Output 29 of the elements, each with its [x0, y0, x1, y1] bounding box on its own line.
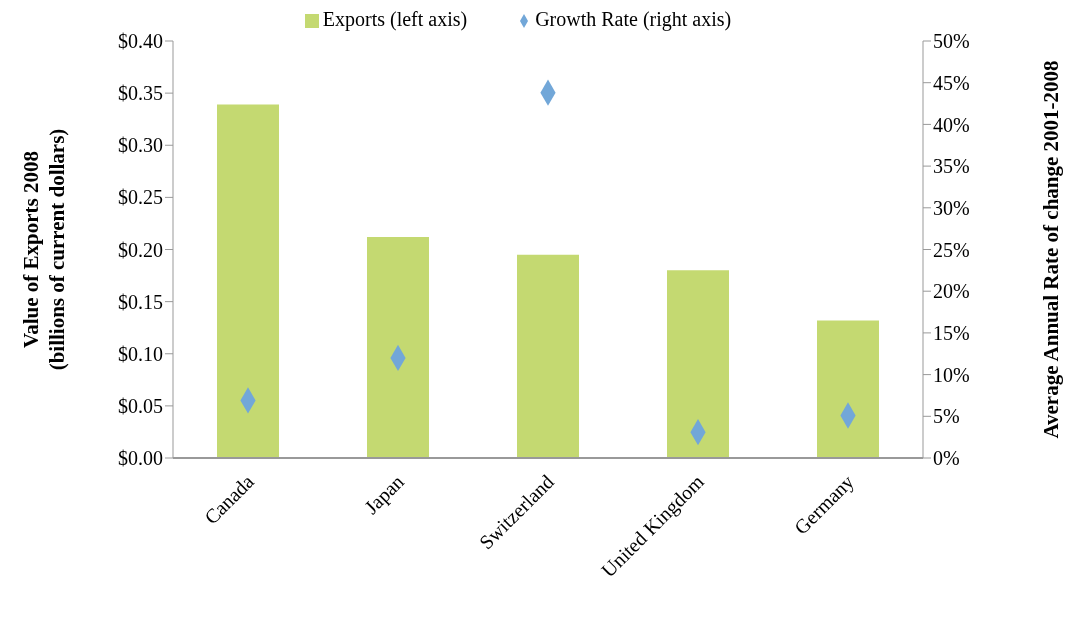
bar — [217, 104, 279, 458]
legend-label: Growth Rate (right axis) — [535, 8, 732, 30]
bar — [517, 254, 579, 458]
y-tick-label: $0.00 — [118, 447, 163, 470]
y2-tick-label: 35% — [933, 155, 970, 178]
y2-tick-label: 45% — [933, 71, 970, 94]
y-tick-label: $0.35 — [118, 82, 163, 105]
y2-axis-title: Average Annual Rate of change 2001-2008 — [1039, 60, 1063, 439]
y2-tick-label: 50% — [933, 30, 970, 53]
y-axis-title: Value of Exports 2008 (billions of current dollars) — [19, 128, 69, 371]
y-tick-label: $0.05 — [118, 394, 163, 417]
y2-tick-label: 20% — [933, 280, 970, 303]
y2-tick-label: 0% — [933, 447, 960, 470]
bar — [367, 236, 429, 458]
y-tick-label: $0.10 — [118, 342, 163, 365]
y-tick-label: $0.25 — [118, 186, 163, 209]
y2-tick-label: 30% — [933, 196, 970, 219]
y2-tick-label: 25% — [933, 238, 970, 261]
y2-tick-label: 5% — [933, 405, 960, 428]
y-tick-label: $0.30 — [118, 134, 163, 157]
bar — [667, 270, 729, 458]
legend-label: Exports (left axis) — [322, 8, 468, 30]
bar — [817, 320, 879, 458]
y2-tick-label: 10% — [933, 363, 970, 386]
y2-tick-label: 40% — [933, 113, 970, 136]
y2-tick-label: 15% — [933, 322, 970, 344]
y-tick-label: $0.20 — [118, 238, 163, 261]
y-tick-label: $0.40 — [118, 30, 163, 53]
y-tick-label: $0.15 — [118, 290, 163, 313]
